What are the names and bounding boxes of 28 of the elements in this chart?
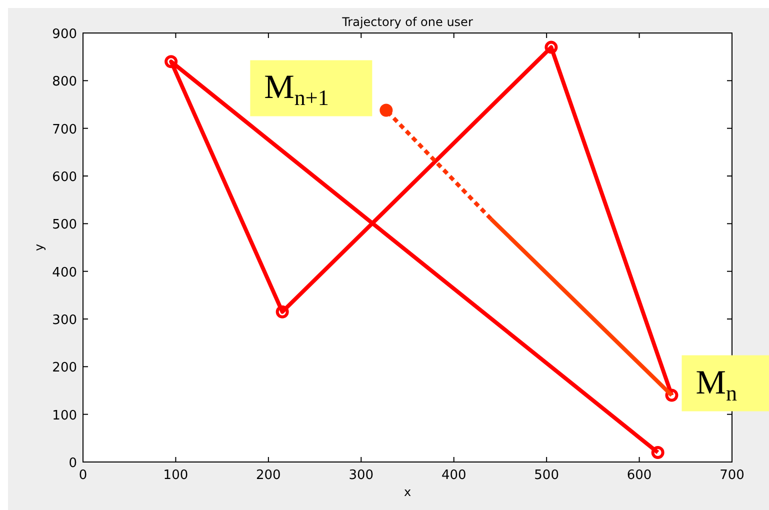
x-tick-label: 700: [720, 468, 744, 483]
point: [544, 40, 558, 54]
annotation: M$_{n+1}$: [264, 69, 329, 110]
y-tick-label: 700: [52, 122, 77, 138]
y-tick-label: 900: [52, 27, 77, 42]
x-tick-label: 100: [163, 468, 188, 483]
y-tick-label: 500: [52, 218, 77, 233]
y-tick-label: 100: [52, 408, 77, 424]
y-tick-label: 600: [52, 170, 77, 185]
y-axis-title: y: [32, 244, 46, 252]
y-tick-label: 800: [52, 74, 77, 90]
x-tick-label: 600: [626, 468, 652, 483]
point: [380, 104, 393, 117]
x-tick-label: 500: [534, 468, 559, 483]
x-tick-label: 0: [78, 468, 88, 483]
x-axis-title: x: [404, 485, 412, 499]
y-tick-label: 300: [52, 313, 77, 328]
chart-title: Trajectory of one user: [341, 15, 473, 29]
y-tick-label: 0: [68, 456, 77, 471]
y-tick-label: 400: [52, 265, 77, 280]
x-tick-label: 300: [348, 468, 374, 483]
x-tick-label: 200: [256, 468, 281, 483]
x-tick-label: 400: [441, 468, 466, 483]
y-tick-label: 200: [52, 360, 77, 376]
point: [651, 446, 664, 459]
point: [164, 55, 178, 68]
annotation: M$_{n}$: [696, 364, 737, 405]
point: [276, 305, 289, 318]
